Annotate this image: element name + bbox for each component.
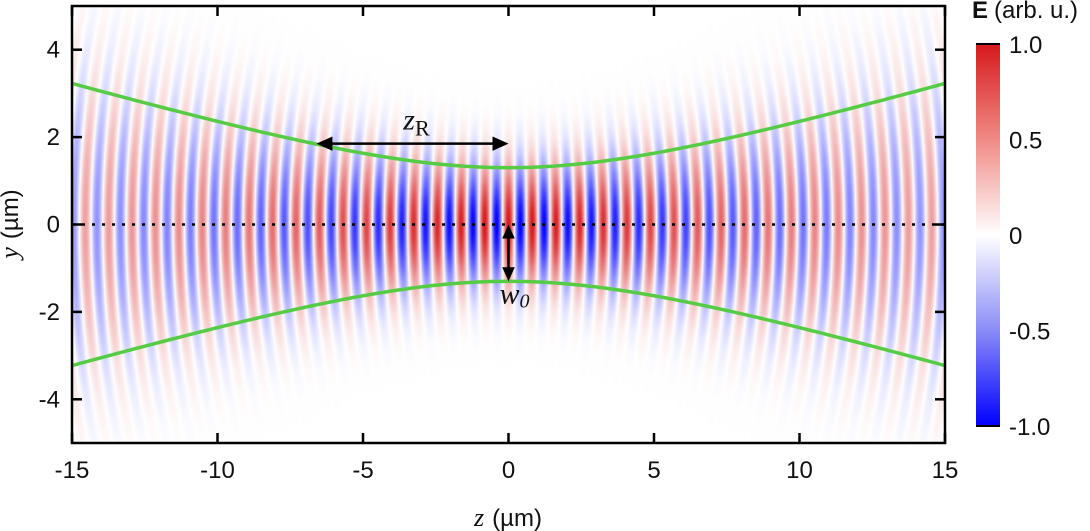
colorbar-tick-label: 0.5 [1009, 128, 1042, 155]
y-tick-label: -4 [39, 386, 60, 413]
x-tick-label: -5 [352, 457, 373, 484]
beam-waist-arrowhead-bottom [502, 267, 515, 282]
colorbar-title: E (arb. u.) [972, 0, 1078, 24]
y-tick-label: 0 [47, 212, 60, 239]
colorbar-ticks: 1.0 0.5 0 -0.5 -1.0 [976, 32, 1050, 441]
y-tick-label: 4 [47, 37, 60, 64]
colorbar-gradient [976, 44, 1000, 426]
beam-waist-annotation: w0 [499, 224, 530, 312]
colorbar-tick-label: 1.0 [1009, 32, 1042, 59]
rayleigh-range-arrowhead-right [492, 136, 509, 151]
rayleigh-range-annotation: zR [316, 104, 509, 151]
y-axis-title: y(µm) [0, 189, 24, 261]
y-axis-ticks: -4 -2 0 2 4 [39, 37, 945, 413]
x-tick-label: -15 [55, 457, 90, 484]
x-axis-title: z (µm) [473, 503, 542, 531]
y-tick-label: -2 [39, 299, 60, 326]
x-tick-label: 10 [786, 457, 813, 484]
x-tick-label: 15 [932, 457, 959, 484]
x-tick-label: -10 [200, 457, 235, 484]
beam-waist-label: w0 [499, 277, 529, 312]
beam-envelope-upper [72, 81, 945, 170]
colorbar-tick-label: -1.0 [1009, 414, 1050, 441]
y-tick-label: 2 [47, 124, 60, 151]
x-axis-ticks: -15 -10 -5 0 5 10 15 [55, 6, 959, 484]
x-tick-label: 5 [647, 457, 660, 484]
colorbar: 1.0 0.5 0 -0.5 -1.0 E (arb. u.) [972, 0, 1078, 441]
colorbar-tick-label: 0 [1009, 223, 1022, 250]
rayleigh-range-label: zR [402, 104, 430, 141]
colorbar-tick-label: -0.5 [1009, 319, 1050, 346]
beam-waist-arrowhead-top [502, 224, 515, 239]
rayleigh-range-arrowhead-left [316, 136, 333, 151]
x-tick-label: 0 [502, 457, 515, 484]
